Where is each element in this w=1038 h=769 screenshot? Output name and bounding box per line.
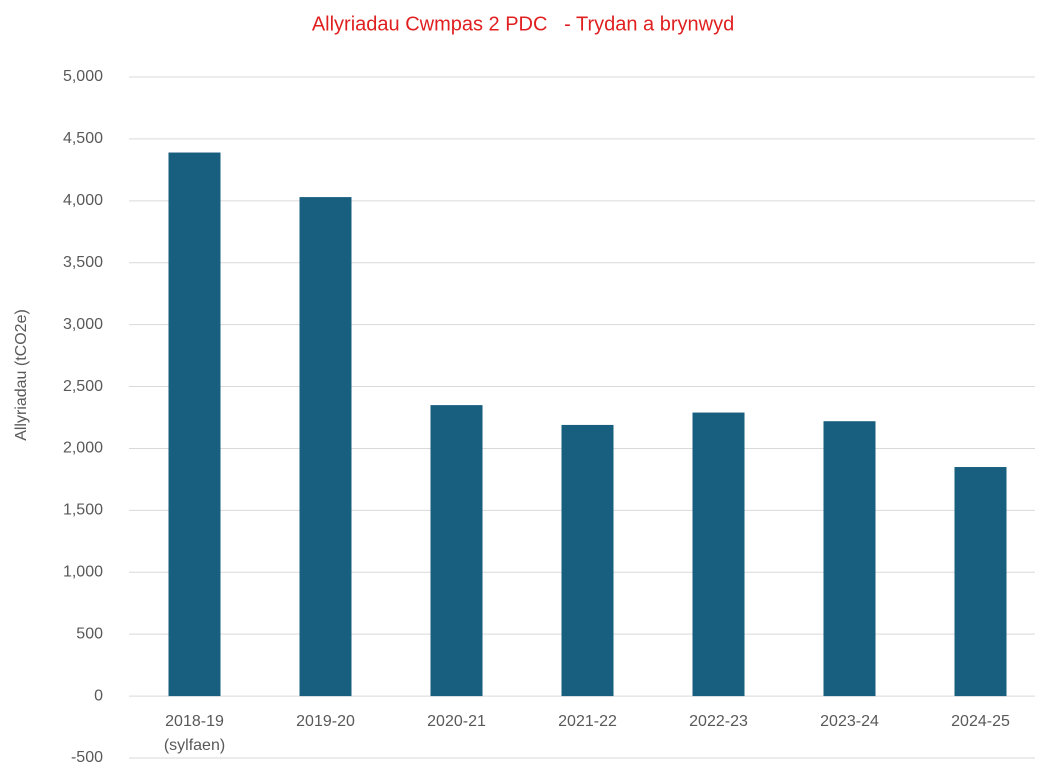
x-tick-label: 2022-23 [689, 713, 748, 731]
x-tick-label: 2018-19 (sylfaen) [163, 713, 226, 755]
y-tick-label: 0 [94, 687, 103, 704]
y-tick-label: -500 [71, 749, 103, 766]
bar [692, 412, 745, 697]
y-tick-label: 3,000 [63, 316, 103, 333]
y-tick-label: 4,500 [63, 130, 103, 147]
x-tick-label: 2021-22 [558, 713, 617, 731]
y-tick-label: 2,500 [63, 378, 103, 395]
x-tick-label: 2024-25 [951, 713, 1010, 731]
y-tick-label: 4,000 [63, 192, 103, 209]
y-tick-label: 3,500 [63, 254, 103, 271]
bar [168, 152, 221, 697]
bar [430, 405, 483, 697]
y-tick-label: 2,000 [63, 440, 103, 457]
y-tick-label: 500 [76, 625, 103, 642]
chart-title: Allyriadau Cwmpas 2 PDC - Trydan a brynw… [312, 13, 734, 35]
bar [954, 467, 1007, 697]
x-tick-label: 2019-20 [296, 713, 355, 731]
bar [299, 197, 352, 697]
x-tick-label: 2020-21 [427, 713, 486, 731]
y-tick-label: 1,500 [63, 502, 103, 519]
y-tick-label: 5,000 [63, 68, 103, 85]
bar [823, 421, 876, 697]
y-tick-label: 1,000 [63, 563, 103, 580]
x-tick-label: 2023-24 [820, 713, 879, 731]
y-axis-label: Allyriadau (tCO2e) [13, 309, 30, 441]
bar [561, 424, 614, 697]
